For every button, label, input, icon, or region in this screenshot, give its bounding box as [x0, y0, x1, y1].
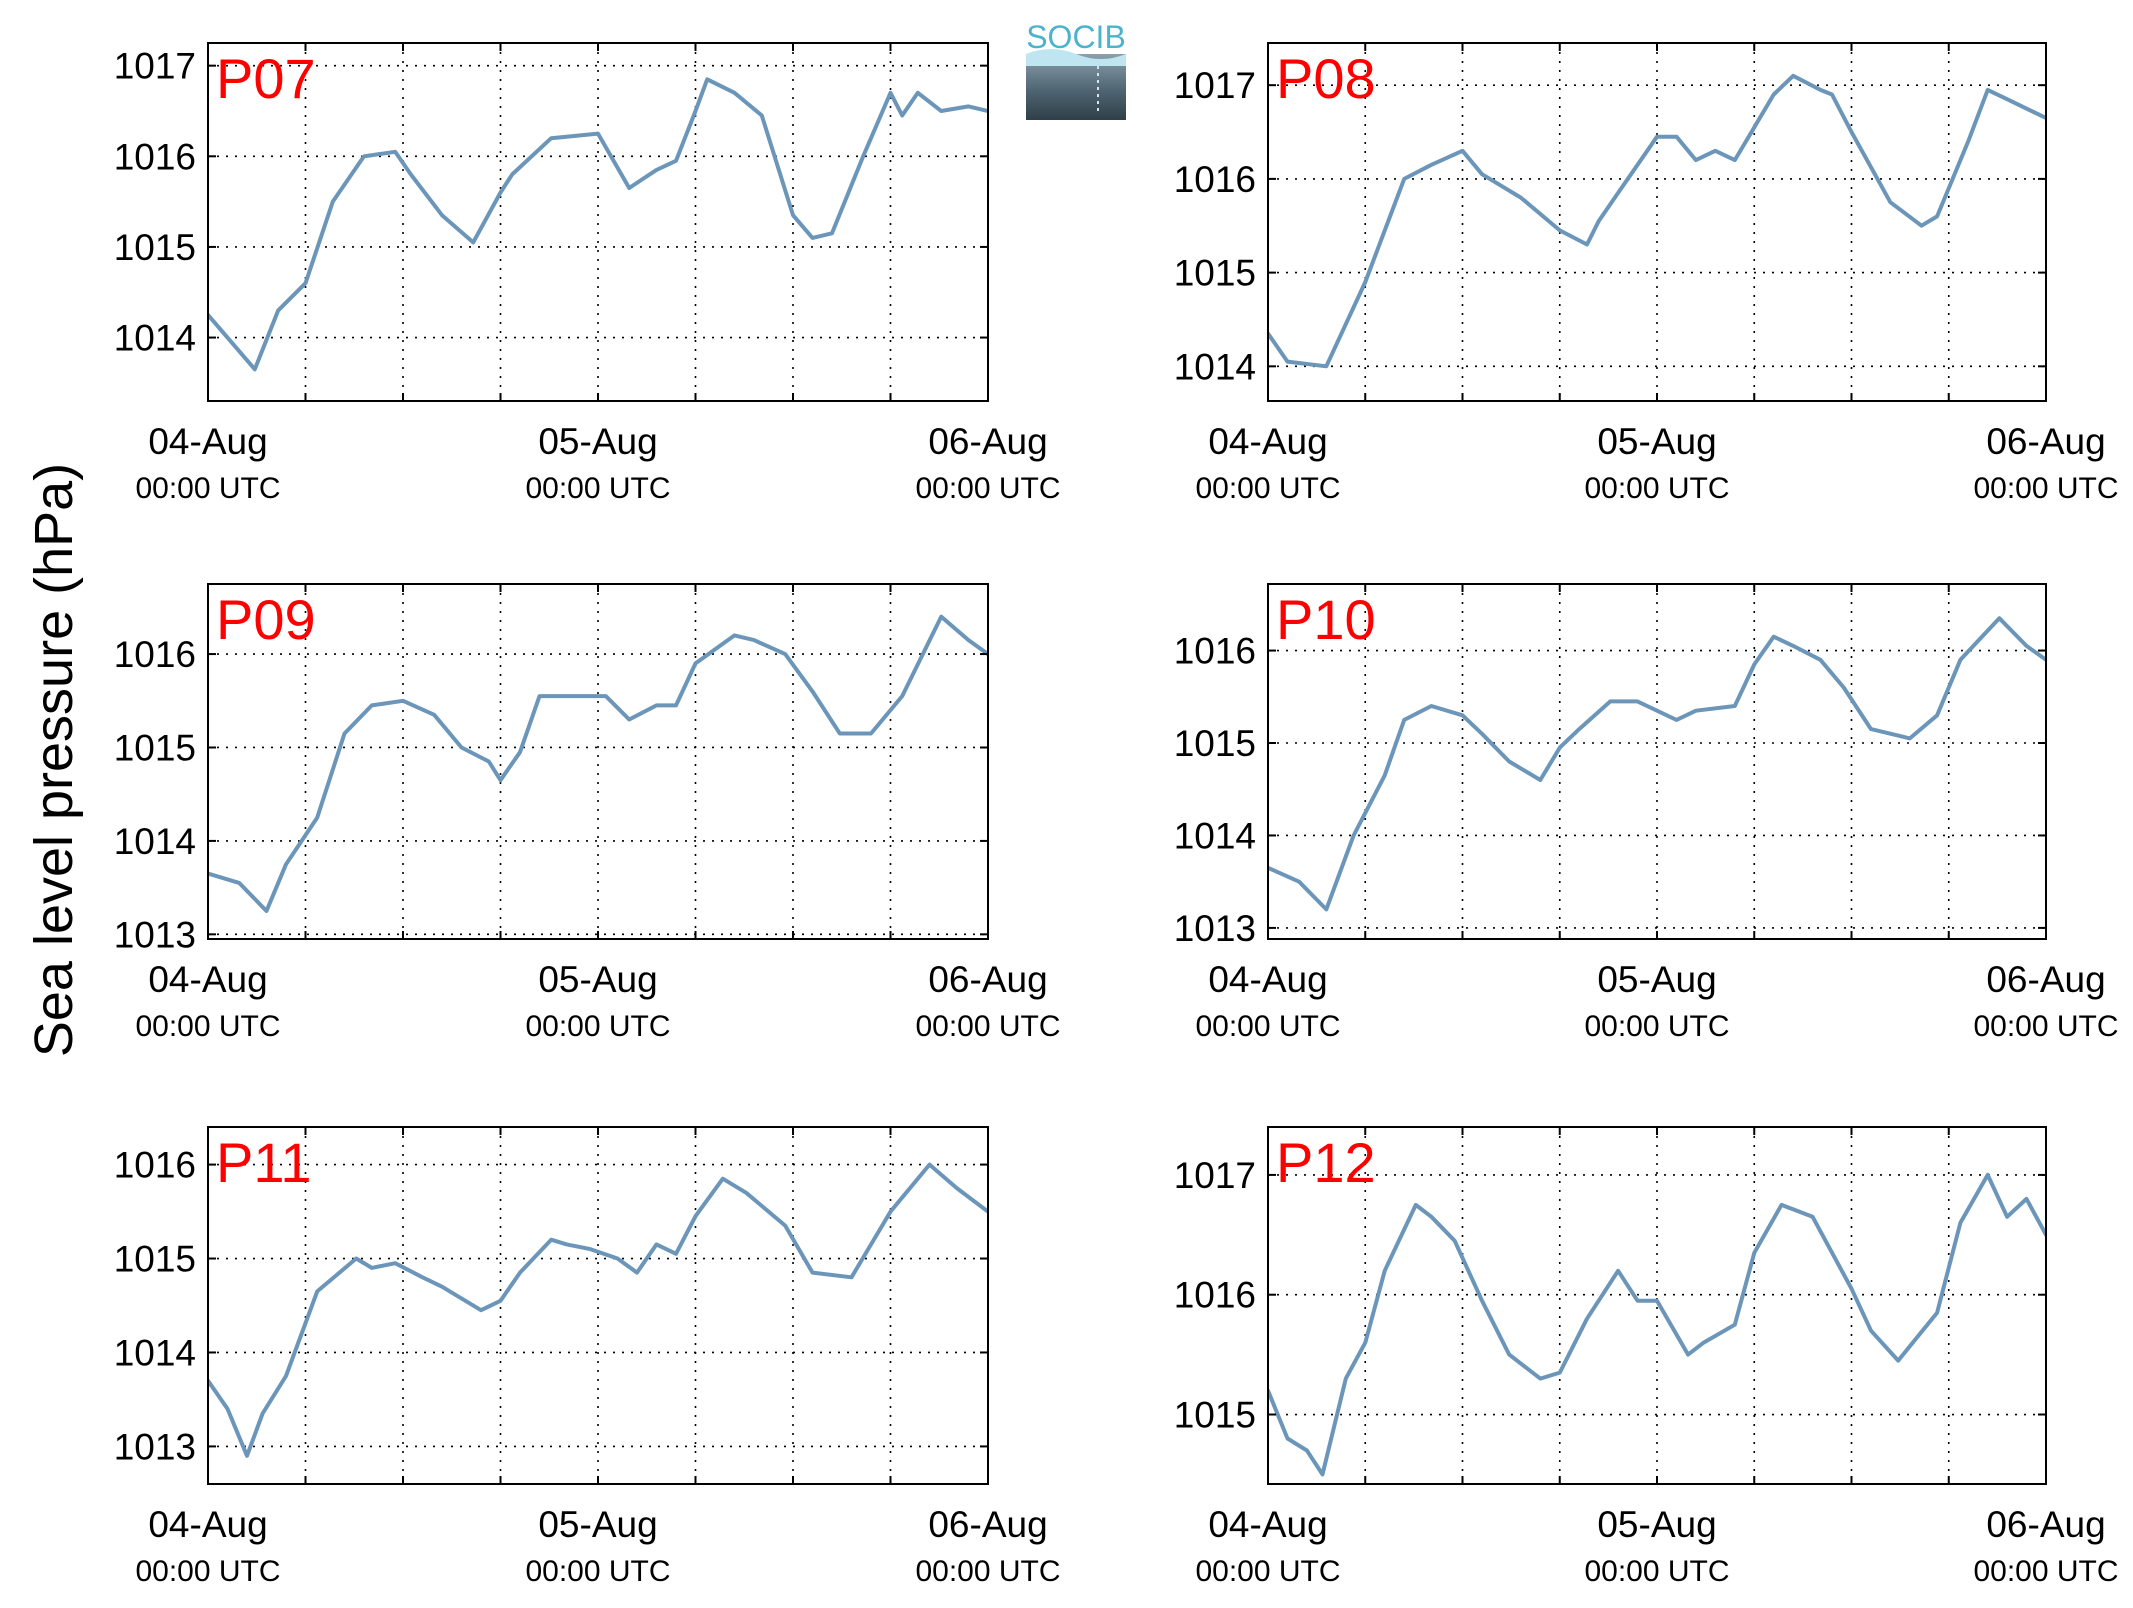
panels: 1014 1015 1016 1017 04-Aug 00:00 UTC 05-Aug 00:…	[114, 42, 2119, 1588]
y-tick-label: 1015	[114, 1239, 196, 1280]
x-tick-time-label: 00:00 UTC	[915, 472, 1060, 505]
y-tick-label: 1016	[114, 634, 196, 675]
axes-frame	[207, 583, 989, 940]
x-tick-time-label: 00:00 UTC	[525, 1010, 670, 1043]
y-tick-label: 1016	[114, 136, 196, 177]
y-tick-label: 1014	[1174, 346, 1256, 387]
series-line	[208, 77, 988, 372]
panel-P10: 1013 1014 1015 1016 04-Aug 00:00 UTC 05-Aug 00:…	[1174, 583, 2119, 1043]
panel-label: P12	[1276, 1131, 1376, 1194]
y-tick-label: 1013	[114, 914, 196, 955]
y-tick-label: 1017	[1174, 65, 1256, 106]
y-tick-label: 1013	[114, 1426, 196, 1467]
x-tick-time-label: 00:00 UTC	[915, 1555, 1060, 1588]
x-tick-date-label: 06-Aug	[1986, 421, 2105, 462]
y-tick-label: 1017	[114, 46, 196, 87]
y-tick-label: 1016	[114, 1145, 196, 1186]
x-tick-date-label: 04-Aug	[148, 1504, 267, 1545]
x-tick-time-label: 00:00 UTC	[135, 1555, 280, 1588]
y-tick-label: 1016	[1174, 631, 1256, 672]
panel-label: P07	[216, 47, 316, 110]
x-tick-date-label: 04-Aug	[148, 959, 267, 1000]
socib-logo: SOCIB	[1026, 19, 1126, 120]
y-tick-label: 1015	[1174, 723, 1256, 764]
panel-P12: 1015 1016 1017 04-Aug 00:00 UTC 05-Aug 00:00 U…	[1174, 1126, 2119, 1588]
x-tick-time-label: 00:00 UTC	[1195, 1555, 1340, 1588]
x-tick-date-label: 06-Aug	[928, 959, 1047, 1000]
x-tick-date-label: 04-Aug	[1208, 421, 1327, 462]
x-tick-date-label: 05-Aug	[1597, 959, 1716, 1000]
x-tick-time-label: 00:00 UTC	[1973, 472, 2118, 505]
x-tick-date-label: 04-Aug	[148, 421, 267, 462]
panel-P08: 1014 1015 1016 1017 04-Aug 00:00 UTC 05-Aug 00:…	[1174, 42, 2119, 505]
y-tick-label: 1015	[114, 727, 196, 768]
x-tick-date-label: 06-Aug	[928, 421, 1047, 462]
logo-wave	[1026, 49, 1126, 66]
x-tick-date-label: 06-Aug	[1986, 959, 2105, 1000]
series-line	[1268, 73, 2046, 369]
x-tick-time-label: 00:00 UTC	[915, 1010, 1060, 1043]
y-axis-label: Sea level pressure (hPa)	[24, 463, 84, 1057]
y-tick-label: 1014	[114, 1332, 196, 1373]
panel-label: P11	[216, 1131, 311, 1194]
x-tick-date-label: 05-Aug	[1597, 421, 1716, 462]
y-tick-label: 1015	[114, 227, 196, 268]
series-line	[1268, 1172, 2046, 1477]
y-tick-label: 1017	[1174, 1155, 1256, 1196]
x-tick-date-label: 05-Aug	[538, 959, 657, 1000]
y-tick-label: 1013	[1174, 908, 1256, 949]
axes-frame	[1267, 1126, 2047, 1485]
panel-label: P09	[216, 588, 316, 651]
x-tick-time-label: 00:00 UTC	[525, 1555, 670, 1588]
y-tick-label: 1014	[114, 821, 196, 862]
y-tick-label: 1015	[1174, 253, 1256, 294]
x-tick-date-label: 06-Aug	[928, 1504, 1047, 1545]
x-tick-date-label: 05-Aug	[538, 1504, 657, 1545]
y-tick-label: 1015	[1174, 1395, 1256, 1436]
panel-P09: 1013 1014 1015 1016 04-Aug 00:00 UTC 05-Aug 00:…	[114, 583, 1061, 1043]
axes-frame	[207, 1126, 989, 1485]
x-tick-time-label: 00:00 UTC	[1195, 1010, 1340, 1043]
x-tick-date-label: 05-Aug	[538, 421, 657, 462]
logo-text: SOCIB	[1026, 19, 1126, 55]
x-tick-time-label: 00:00 UTC	[1584, 472, 1729, 505]
y-tick-label: 1014	[114, 318, 196, 359]
series-line	[208, 614, 988, 913]
panel-P11: 1013 1014 1015 1016 04-Aug 00:00 UTC 05-Aug 00:…	[114, 1126, 1061, 1588]
y-tick-label: 1016	[1174, 159, 1256, 200]
y-tick-label: 1016	[1174, 1275, 1256, 1316]
x-tick-date-label: 06-Aug	[1986, 1504, 2105, 1545]
x-tick-time-label: 00:00 UTC	[1973, 1555, 2118, 1588]
panel-label: P08	[1276, 47, 1376, 110]
x-tick-time-label: 00:00 UTC	[1584, 1555, 1729, 1588]
x-tick-time-label: 00:00 UTC	[1973, 1010, 2118, 1043]
x-tick-date-label: 04-Aug	[1208, 1504, 1327, 1545]
x-tick-time-label: 00:00 UTC	[1195, 472, 1340, 505]
axes-frame	[1267, 583, 2047, 940]
x-tick-time-label: 00:00 UTC	[525, 472, 670, 505]
y-tick-label: 1014	[1174, 815, 1256, 856]
series-line	[1268, 616, 2046, 912]
x-tick-time-label: 00:00 UTC	[135, 472, 280, 505]
x-tick-date-label: 05-Aug	[1597, 1504, 1716, 1545]
x-tick-time-label: 00:00 UTC	[1584, 1010, 1729, 1043]
panel-P07: 1014 1015 1016 1017 04-Aug 00:00 UTC 05-Aug 00:…	[114, 42, 1061, 505]
x-tick-time-label: 00:00 UTC	[135, 1010, 280, 1043]
x-tick-date-label: 04-Aug	[1208, 959, 1327, 1000]
series-line	[208, 1162, 988, 1458]
panel-label: P10	[1276, 588, 1376, 651]
